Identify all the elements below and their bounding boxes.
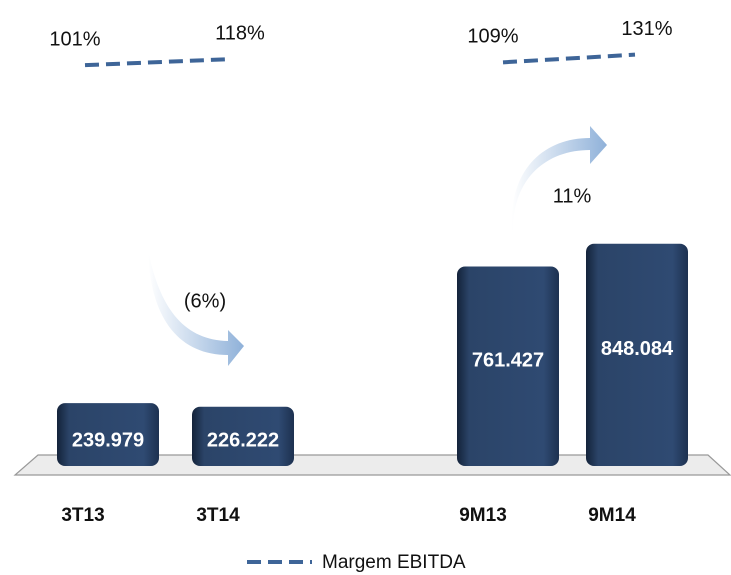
line-value-label: 131% [621, 18, 672, 40]
bar [586, 243, 688, 466]
x-tick-label: 3T14 [196, 505, 240, 526]
x-tick-label: 9M13 [459, 505, 507, 526]
value-label: 761.427 [472, 350, 544, 372]
bar [57, 403, 159, 466]
annotation: (6%) [184, 290, 226, 312]
x-tick-label: 9M14 [588, 505, 636, 526]
line-value-label: 109% [467, 26, 518, 48]
bar [457, 266, 559, 466]
bar [192, 406, 294, 466]
value-label: 848.084 [601, 338, 674, 360]
line-value-label: 118% [215, 22, 265, 44]
legend-label: Margem EBITDA [322, 552, 466, 573]
arrow-down [148, 250, 244, 366]
annotation: 11% [553, 185, 592, 207]
arrow-up [511, 126, 607, 238]
x-tick-label: 3T13 [61, 505, 104, 526]
line-segment [502, 52, 636, 65]
line-value-label: 101% [49, 28, 100, 50]
value-label: 239.979 [72, 429, 144, 451]
value-label: 226.222 [207, 429, 279, 451]
line-segment [84, 57, 229, 68]
